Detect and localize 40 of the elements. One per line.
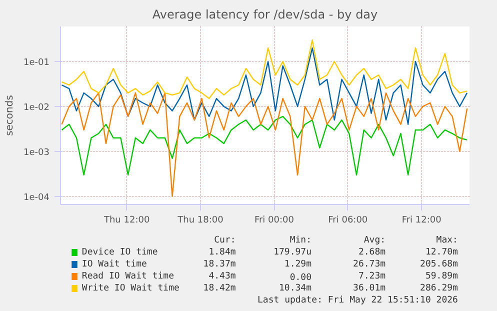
- legend-label: Write IO Wait time: [82, 284, 180, 294]
- text: 205.68m: [420, 260, 458, 270]
- line-series: [61, 39, 468, 100]
- x-tick-label: Fri 00:00: [254, 216, 294, 226]
- line-series: [61, 116, 468, 176]
- text: 286.29m: [420, 284, 458, 294]
- text: 10.34m: [278, 284, 312, 294]
- text: 12.70m: [425, 248, 458, 258]
- y-axis-title: seconds: [4, 95, 16, 136]
- legend-label: IO Wait time: [82, 260, 147, 270]
- text: Cur:: [214, 236, 236, 246]
- text: 36.01m: [353, 284, 386, 294]
- text: 18.37m: [203, 260, 236, 270]
- text: 0.00: [290, 273, 312, 283]
- text: Min:: [290, 236, 312, 246]
- text: 2.68m: [358, 248, 386, 258]
- text: 26.73m: [353, 260, 386, 270]
- legend-label: Read IO Wait time: [82, 272, 174, 282]
- text: 59.89m: [425, 272, 458, 282]
- text: 18.42m: [203, 284, 236, 294]
- text: Avg:: [364, 236, 386, 246]
- legend-label: Device IO time: [82, 248, 158, 258]
- text: Max:: [436, 236, 458, 246]
- y-tick-label: 1e-02: [24, 102, 50, 113]
- line-series: [61, 47, 468, 125]
- x-tick-label: Thu 18:00: [176, 216, 224, 226]
- text: 1.84m: [208, 248, 236, 258]
- text: 1.29m: [284, 260, 312, 270]
- y-tick-label: 1e-04: [24, 192, 50, 203]
- line-series: [61, 92, 468, 197]
- text: 179.97u: [274, 248, 312, 258]
- chart-title: Average latency for /dev/sda - by day: [152, 8, 378, 22]
- y-tick-label: 1e-03: [24, 148, 50, 158]
- y-tick-label: 1e-01: [24, 58, 50, 68]
- x-tick-label: Thu 12:00: [102, 216, 150, 226]
- text: Last update: Fri May 22 15:51:10 2026: [257, 296, 458, 306]
- x-tick-label: Fri 06:00: [328, 216, 368, 226]
- x-tick-label: Fri 12:00: [402, 216, 442, 226]
- text: 7.23m: [358, 272, 386, 282]
- text: 4.43m: [208, 272, 236, 282]
